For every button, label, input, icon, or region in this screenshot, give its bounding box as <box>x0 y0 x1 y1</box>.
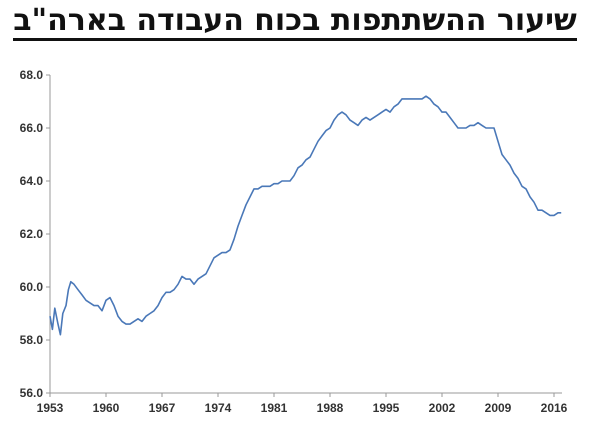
y-tick-label: 68.0 <box>20 68 44 82</box>
x-tick-label: 2002 <box>429 401 456 415</box>
x-tick-label: 1953 <box>37 401 64 415</box>
x-tick-label: 2016 <box>541 401 568 415</box>
chart-title-text: שיעור ההשתתפות בכוח העבודה בארה"ב <box>13 3 577 41</box>
x-tick-label: 1995 <box>373 401 400 415</box>
y-tick-label: 58.0 <box>20 333 44 347</box>
y-tick-label: 60.0 <box>20 280 44 294</box>
x-tick-label: 1967 <box>149 401 176 415</box>
y-tick-label: 62.0 <box>20 227 44 241</box>
x-tick-label: 1981 <box>261 401 288 415</box>
y-axis-ticks: 56.0 58.0 60.0 62.0 64.0 66.0 68.0 <box>20 68 50 400</box>
y-tick-label: 66.0 <box>20 121 44 135</box>
x-axis-ticks: 1953 1960 1967 1974 1981 1988 1995 2002 2009 2016 <box>37 393 568 415</box>
x-tick-label: 1960 <box>93 401 120 415</box>
series-lines <box>49 95 562 336</box>
series-line-0 <box>49 95 562 336</box>
chart-axes <box>49 75 562 394</box>
x-tick-label: 2009 <box>485 401 512 415</box>
x-tick-label: 1988 <box>317 401 344 415</box>
y-tick-label: 56.0 <box>20 386 44 400</box>
x-tick-label: 1974 <box>205 401 232 415</box>
y-tick-label: 64.0 <box>20 174 44 188</box>
chart-title: שיעור ההשתתפות בכוח העבודה בארה"ב <box>0 2 590 41</box>
